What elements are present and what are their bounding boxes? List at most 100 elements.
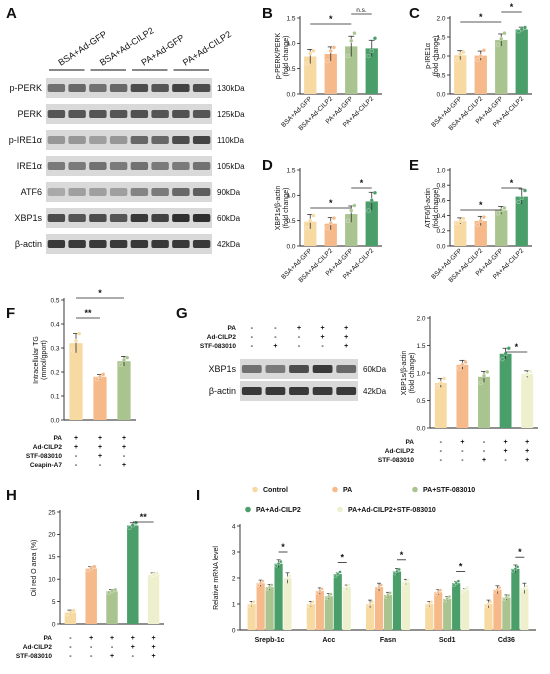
data-point: [336, 572, 340, 576]
condition-sign: +: [504, 448, 508, 455]
data-point: [347, 583, 351, 587]
y-tick-label: 1: [232, 601, 236, 608]
data-point: [318, 589, 322, 593]
blot-band: [192, 214, 211, 222]
data-point: [520, 588, 524, 593]
condition-sign: -: [251, 334, 254, 341]
bar: [474, 55, 487, 94]
blot-band: [130, 162, 149, 170]
y-tick-label: 0.0: [416, 425, 425, 432]
bar: [383, 594, 393, 630]
chart-h: 0 5 10 15 20 25 ** Oil red O area (%): [31, 509, 164, 628]
condition-label: STF-083010: [378, 457, 415, 464]
bar: [374, 587, 384, 630]
data-point: [368, 602, 372, 606]
data-point: [447, 595, 452, 599]
lane-label: PA+Ad-CILP2: [181, 29, 233, 68]
data-point: [395, 569, 399, 574]
significance-label: *: [340, 552, 344, 562]
data-point: [454, 581, 458, 585]
y-tick-label: 2.0: [416, 315, 425, 322]
data-point: [404, 580, 408, 584]
data-point: [279, 559, 283, 564]
data-point: [475, 222, 480, 227]
data-point: [345, 585, 349, 589]
condition-sign: -: [69, 644, 72, 651]
blot-band: [47, 214, 66, 222]
x-tick-label: Fasn: [380, 637, 396, 644]
blot-row-label: p-PERK: [9, 83, 42, 93]
data-point: [366, 53, 371, 59]
condition-sign: -: [461, 457, 464, 464]
data-point: [250, 602, 254, 606]
data-point: [438, 380, 443, 385]
data-point: [379, 583, 383, 587]
data-point: [516, 29, 521, 34]
condition-sign: +: [152, 653, 156, 660]
data-point: [457, 366, 462, 371]
condition-sign: +: [525, 448, 529, 455]
bar: [493, 589, 502, 630]
data-point: [252, 600, 256, 604]
data-point: [97, 374, 103, 379]
data-point: [522, 188, 527, 193]
data-point: [325, 226, 330, 231]
bar: [495, 40, 508, 94]
panel-letter-g: G: [176, 305, 188, 322]
condition-sign: +: [525, 457, 529, 464]
data-point: [495, 42, 501, 47]
bar: [425, 604, 434, 630]
bar: [333, 574, 342, 630]
blot-band: [265, 365, 286, 373]
data-point: [349, 38, 354, 43]
bar: [365, 48, 378, 94]
blot-band: [109, 110, 128, 118]
panel-letter-c: C: [409, 5, 420, 22]
y-tick-label: 3: [232, 549, 236, 556]
data-point: [370, 600, 374, 604]
data-point: [463, 359, 468, 365]
data-point: [92, 564, 97, 569]
blot-kda-label: 60kDa: [363, 365, 387, 374]
y-tick-label: 0.4: [50, 321, 59, 328]
data-point: [89, 566, 94, 571]
blot-row-label: ATF6: [21, 187, 42, 197]
blot-row-label: β-actin: [15, 239, 42, 249]
condition-sign: -: [274, 325, 277, 332]
blot-band: [68, 136, 86, 144]
y-axis-label-2: (mmol/gport): [41, 340, 48, 380]
y-tick-label: 15: [48, 554, 56, 561]
blot-band: [151, 188, 169, 196]
data-point: [522, 25, 527, 30]
bar: [106, 591, 118, 624]
bar: [247, 604, 256, 630]
y-tick-label: 2.0: [436, 15, 445, 22]
blot-row-label: PERK: [17, 109, 42, 119]
bar: [511, 568, 520, 630]
significance-label: *: [281, 542, 285, 552]
bar: [502, 597, 511, 630]
blot-band: [336, 387, 357, 395]
legend-label: PA+STF-083010: [423, 487, 475, 494]
condition-sign: -: [298, 334, 301, 341]
condition-sign: -: [111, 644, 114, 651]
data-point: [331, 216, 337, 221]
blot-band: [109, 136, 128, 144]
bar: [342, 587, 351, 630]
data-point: [495, 211, 501, 216]
data-point: [70, 348, 75, 353]
data-point: [461, 50, 466, 55]
bar: [117, 361, 131, 420]
blot-band: [172, 110, 190, 118]
data-point: [328, 221, 333, 226]
blot-band: [89, 84, 107, 92]
data-point: [478, 380, 483, 385]
data-point: [388, 591, 392, 595]
data-point: [438, 588, 443, 592]
data-point: [85, 568, 91, 573]
data-point: [502, 31, 507, 36]
blot-band: [68, 110, 86, 118]
data-point: [265, 587, 270, 591]
data-point: [256, 583, 261, 587]
data-point: [311, 600, 315, 604]
